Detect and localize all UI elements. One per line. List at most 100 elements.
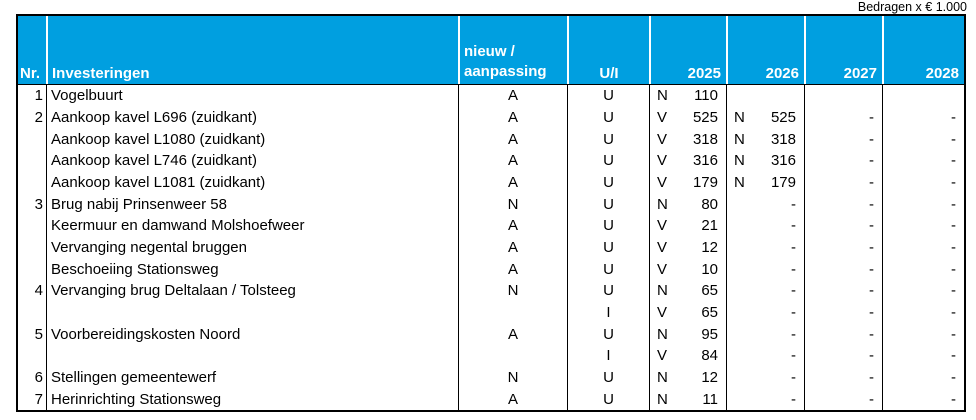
- cell-investering: Keermuur en damwand Molshoefweer: [46, 214, 458, 237]
- cell-year-2028: -: [882, 236, 964, 259]
- table-row: Beschoeiing Stationsweg A U V 10 - - -: [18, 258, 964, 280]
- cell-nr: [18, 302, 46, 324]
- cell-year-2028: -: [882, 106, 964, 129]
- cell-nr: [18, 237, 46, 259]
- table-header-row: Nr. Investeringen nieuw / aanpassing U/I…: [18, 16, 964, 85]
- table-row: 7 Herinrichting Stationsweg A U N 11 - - -: [18, 388, 964, 410]
- cell-nr: 3: [34, 195, 43, 213]
- cell-nr: [18, 172, 46, 194]
- cell-year-2028: [882, 85, 964, 107]
- cell-nieuw-aanpassing: N: [458, 279, 567, 302]
- cell-ui: U: [567, 106, 649, 129]
- cell-investering: Brug nabij Prinsenweer 58: [46, 193, 458, 215]
- table-body: 1 Vogelbuurt A U N 110 2 Aankoop kavel L696 (zu…: [18, 85, 964, 410]
- year-amount: -: [869, 173, 874, 191]
- table-row: Aankoop kavel L1081 (zuidkant) A U V 179 N 179…: [18, 171, 964, 194]
- cell-nieuw-aanpassing: A: [458, 214, 567, 237]
- cell-nieuw-aanpassing: A: [458, 171, 567, 194]
- year-amount: -: [951, 368, 956, 386]
- table-row: Aankoop kavel L1080 (zuidkant) A U V 318 N 318…: [18, 128, 964, 150]
- cell-year-2026: -: [726, 323, 804, 345]
- cell-year-2027: -: [804, 149, 882, 172]
- year-amount: 65: [701, 282, 718, 300]
- year-prefix: V: [657, 238, 668, 256]
- cell-year-2028: -: [882, 301, 964, 324]
- cell-ui: I: [567, 301, 649, 324]
- table-row: 5 Voorbereidingskosten Noord A U N 95 - - -: [18, 323, 964, 345]
- cell-year-2026: -: [726, 193, 804, 215]
- year-amount: 318: [692, 130, 718, 148]
- year-amount: -: [791, 390, 796, 408]
- cell-investering: [46, 344, 458, 367]
- cell-nieuw-aanpassing: A: [458, 236, 567, 259]
- cell-nr: 1: [34, 87, 43, 105]
- year-amount: 95: [701, 325, 718, 343]
- cell-investering: Aankoop kavel L1080 (zuidkant): [46, 128, 458, 150]
- cell-year-2027: -: [804, 106, 882, 129]
- year-amount: 65: [701, 303, 718, 321]
- cell-year-2028: -: [882, 388, 964, 410]
- cell-year-2025: V 65: [649, 301, 726, 324]
- year-amount: -: [869, 130, 874, 148]
- year-amount: 179: [770, 173, 796, 191]
- cell-investering: Herinrichting Stationsweg: [46, 388, 458, 410]
- year-amount: 12: [701, 368, 718, 386]
- year-amount: -: [951, 108, 956, 126]
- header-2028: 2028: [882, 16, 964, 84]
- amounts-note: Bedragen x € 1.000: [857, 0, 967, 14]
- cell-year-2028: -: [882, 366, 964, 389]
- year-amount: -: [869, 195, 874, 213]
- year-amount: -: [951, 195, 956, 213]
- cell-year-2025: V 525: [649, 106, 726, 129]
- cell-nieuw-aanpassing: A: [458, 323, 567, 345]
- cell-year-2026: [726, 85, 804, 107]
- year-amount: 316: [692, 152, 718, 170]
- year-amount: -: [869, 368, 874, 386]
- year-amount: -: [791, 325, 796, 343]
- year-amount: 10: [701, 260, 718, 278]
- year-amount: -: [869, 238, 874, 256]
- cell-investering: Beschoeiing Stationsweg: [46, 258, 458, 280]
- cell-year-2026: N 316: [726, 149, 804, 172]
- cell-nieuw-aanpassing: N: [458, 366, 567, 389]
- cell-year-2028: -: [882, 344, 964, 367]
- cell-nieuw-aanpassing: A: [458, 106, 567, 129]
- header-aanpassing-line: aanpassing: [464, 63, 547, 80]
- cell-year-2025: N 110: [649, 85, 726, 107]
- cell-year-2025: N 95: [649, 323, 726, 345]
- table-row: I V 84 - - -: [18, 344, 964, 367]
- year-amount: -: [951, 173, 956, 191]
- cell-year-2027: -: [804, 171, 882, 194]
- year-prefix: V: [657, 347, 668, 365]
- cell-nieuw-aanpassing: [458, 344, 567, 367]
- cell-investering: Vervanging brug Deltalaan / Tolsteeg: [46, 279, 458, 302]
- year-amount: -: [869, 282, 874, 300]
- year-prefix: V: [657, 217, 668, 235]
- cell-ui: U: [567, 171, 649, 194]
- cell-ui: U: [567, 279, 649, 302]
- cell-year-2026: -: [726, 344, 804, 367]
- table-row: Keermuur en damwand Molshoefweer A U V 21 - - -: [18, 214, 964, 237]
- cell-year-2027: -: [804, 236, 882, 259]
- year-amount: -: [869, 325, 874, 343]
- cell-investering: Aankoop kavel L746 (zuidkant): [46, 149, 458, 172]
- cell-year-2026: N 525: [726, 106, 804, 129]
- cell-ui: U: [567, 258, 649, 280]
- cell-investering: [46, 301, 458, 324]
- cell-year-2025: V 21: [649, 214, 726, 237]
- cell-ui: U: [567, 193, 649, 215]
- table-row: 3 Brug nabij Prinsenweer 58 N U N 80- - -: [18, 193, 964, 215]
- year-amount: -: [791, 303, 796, 321]
- cell-year-2027: -: [804, 279, 882, 302]
- cell-year-2025: N 80: [649, 193, 726, 215]
- cell-ui: I: [567, 344, 649, 367]
- year-amount: 110: [694, 87, 718, 105]
- cell-investering: Aankoop kavel L1081 (zuidkant): [46, 171, 458, 194]
- year-amount: -: [791, 260, 796, 278]
- cell-year-2028: -: [882, 279, 964, 302]
- cell-year-2027: -: [804, 366, 882, 389]
- year-amount: 316: [770, 152, 796, 170]
- table-row: 2 Aankoop kavel L696 (zuidkant) A U V 525 N 525…: [18, 106, 964, 129]
- year-prefix: N: [657, 368, 668, 386]
